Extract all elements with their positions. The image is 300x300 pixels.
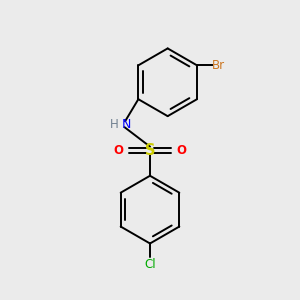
Text: O: O xyxy=(176,144,187,157)
Text: S: S xyxy=(145,143,155,158)
Text: H: H xyxy=(110,118,118,131)
Text: Cl: Cl xyxy=(144,258,156,271)
Text: O: O xyxy=(113,144,124,157)
Text: Br: Br xyxy=(212,59,225,72)
Text: N: N xyxy=(122,118,131,131)
